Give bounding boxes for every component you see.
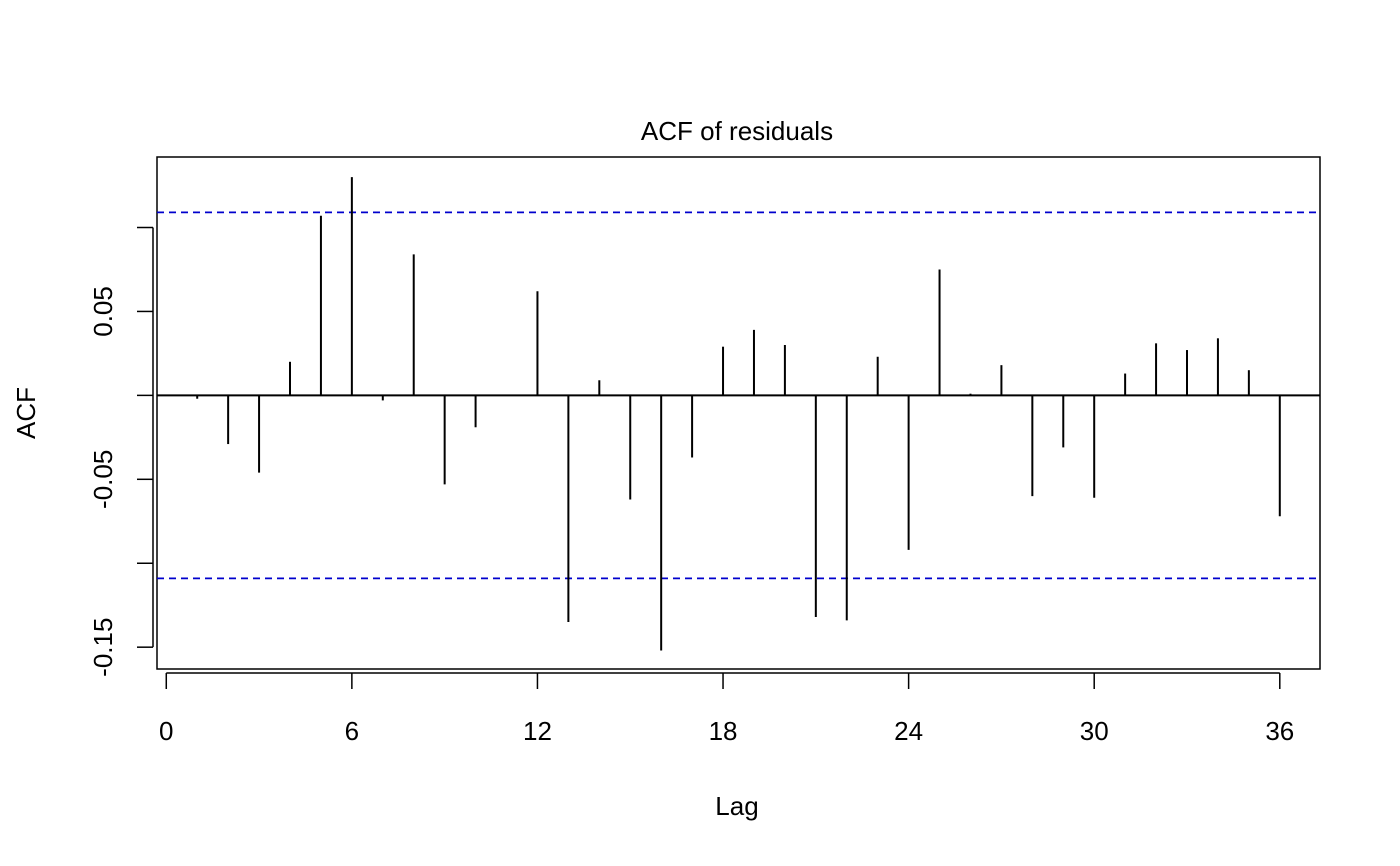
x-tick-label: 18 (709, 716, 738, 746)
y-axis-label: ACF (11, 387, 41, 439)
y-tick-label: -0.15 (88, 618, 118, 677)
y-tick-label: 0.05 (88, 286, 118, 337)
x-tick-label: 24 (894, 716, 923, 746)
y-tick-label: -0.05 (88, 450, 118, 509)
x-tick-label: 36 (1265, 716, 1294, 746)
chart-title: ACF of residuals (641, 116, 833, 146)
plot-frame (156, 156, 1321, 670)
x-tick-label: 30 (1080, 716, 1109, 746)
x-tick-label: 0 (159, 716, 173, 746)
x-axis-label: Lag (715, 791, 758, 821)
x-tick-label: 12 (523, 716, 552, 746)
plot-area: 0 6 12 18 24 30 36 -0.15 -0.05 0.05 (88, 156, 1321, 746)
x-tick-label: 6 (345, 716, 359, 746)
